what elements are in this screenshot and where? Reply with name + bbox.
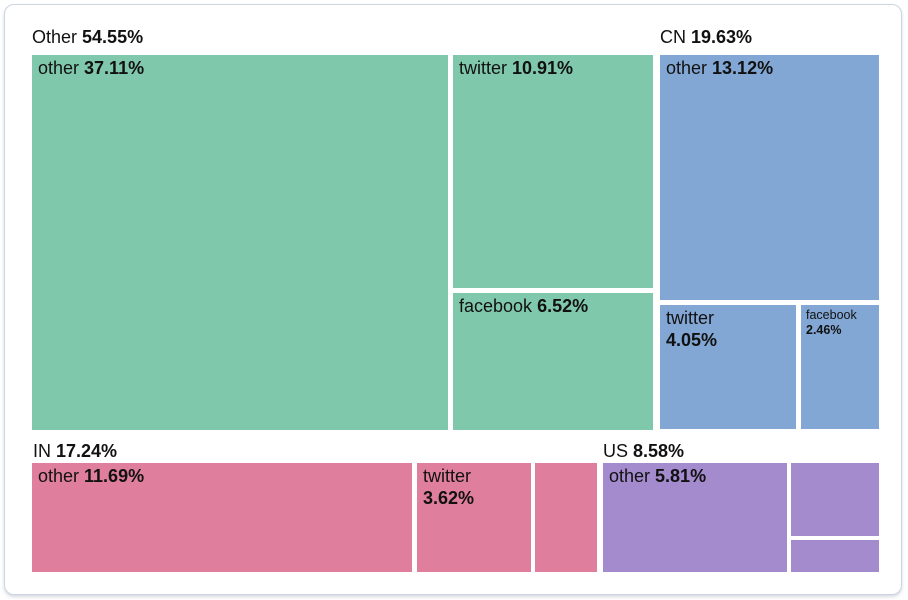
cell-label-pct: 13.12%: [712, 58, 774, 78]
cell-label-pct: 4.05%: [666, 329, 718, 350]
cell-label-name: other: [666, 58, 708, 78]
cell-label-name: facebook: [806, 308, 857, 322]
cell-label-name: other: [38, 466, 80, 486]
cell-label-pct: 5.81%: [655, 466, 707, 486]
group-label-other: Other 54.55%: [32, 27, 143, 48]
cell-label-name: twitter: [423, 466, 472, 486]
treemap-cell-in-twitter[interactable]: twitter 3.62%: [417, 463, 531, 572]
treemap-cell-other-twitter[interactable]: twitter 10.91%: [453, 55, 653, 288]
cell-label-pct: 11.69%: [84, 466, 145, 486]
group-label-in: IN 17.24%: [33, 441, 117, 462]
treemap-cell-other-facebook[interactable]: facebook 6.52%: [453, 293, 653, 430]
group-label-us-pct: 8.58%: [633, 441, 685, 461]
treemap-cell-cn-other[interactable]: other 13.12%: [660, 55, 879, 300]
group-label-us-name: US: [603, 441, 629, 461]
cell-label-name: other: [609, 466, 651, 486]
cell-label-name: facebook: [459, 296, 533, 316]
group-label-cn-name: CN: [660, 27, 686, 47]
group-label-other-pct: 54.55%: [82, 27, 144, 47]
group-label-cn: CN 19.63%: [660, 27, 752, 48]
treemap-cell-other-other[interactable]: other 37.11%: [32, 55, 448, 430]
cell-label-pct: 3.62%: [423, 487, 475, 508]
cell-label-pct: 6.52%: [537, 296, 589, 316]
cell-label-name: twitter: [459, 58, 508, 78]
group-label-us: US 8.58%: [603, 441, 684, 462]
treemap-cell-in-other[interactable]: other 11.69%: [32, 463, 412, 572]
treemap-cell-in-unlabeled[interactable]: [535, 463, 597, 572]
treemap-cell-cn-twitter[interactable]: twitter 4.05%: [660, 305, 796, 429]
group-label-cn-pct: 19.63%: [691, 27, 753, 47]
cell-label-pct: 37.11%: [84, 58, 145, 78]
cell-label-pct: 2.46%: [806, 323, 842, 337]
cell-label-pct: 10.91%: [512, 58, 574, 78]
treemap-cell-us-unlabeled-bottom[interactable]: [791, 540, 879, 572]
group-label-in-pct: 17.24%: [56, 441, 118, 461]
group-label-in-name: IN: [33, 441, 51, 461]
cell-label-name: twitter: [666, 308, 715, 328]
treemap-cell-us-other[interactable]: other 5.81%: [603, 463, 787, 572]
treemap-cell-cn-facebook[interactable]: facebook 2.46%: [801, 305, 879, 429]
group-label-other-name: Other: [32, 27, 78, 47]
treemap-cell-us-unlabeled-top[interactable]: [791, 463, 879, 536]
cell-label-name: other: [38, 58, 80, 78]
